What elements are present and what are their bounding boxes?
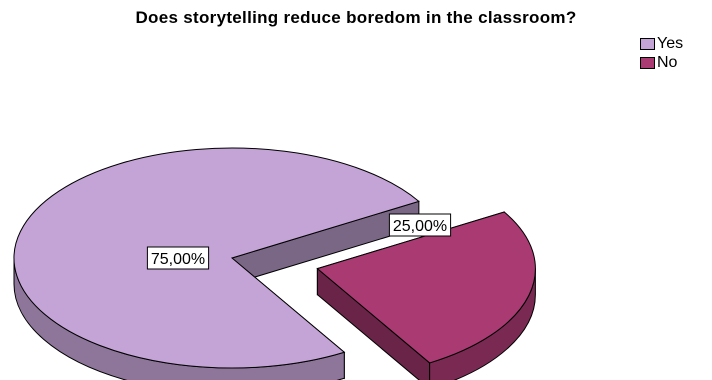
legend: Yes No [640,34,683,72]
legend-swatch-yes [640,37,655,50]
pie-slice-yes [13,147,420,380]
chart-title: Does storytelling reduce boredom in the … [135,8,577,27]
legend-item-yes: Yes [640,34,683,53]
data-label-yes: 75,00% [146,246,210,270]
legend-item-no: No [640,53,683,72]
legend-label-yes: Yes [657,34,684,52]
legend-label-no: No [657,53,678,71]
data-label-text-no: 25,00% [393,218,447,235]
pie-slice-no-top [316,211,536,364]
data-label-no: 25,00% [388,213,452,237]
legend-swatch-no [640,56,655,69]
pie-slice-no [316,211,536,380]
pie-slice-yes-top [13,147,420,369]
data-label-text-yes: 75,00% [151,251,205,268]
